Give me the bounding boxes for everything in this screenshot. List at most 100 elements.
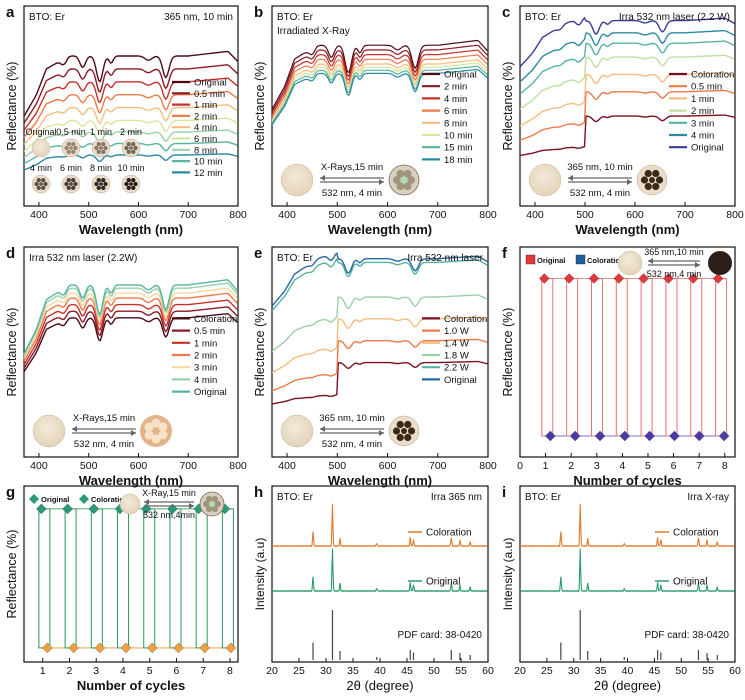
sample-hole bbox=[36, 185, 41, 191]
plot-frame bbox=[23, 485, 239, 663]
inset-disk-colored bbox=[708, 251, 732, 275]
x-axis-label: Wavelength (nm) bbox=[79, 222, 183, 237]
cycle-trace bbox=[169, 508, 182, 649]
legend-label: 1.8 W bbox=[444, 351, 469, 362]
x-axis-label: Number of cycles bbox=[77, 678, 185, 693]
series-line-7 bbox=[23, 129, 238, 159]
xrd-trace-original bbox=[520, 548, 735, 593]
legend-label: 4 min bbox=[194, 123, 217, 134]
panel-letter: i bbox=[502, 484, 506, 501]
sample-label: BTO: Er bbox=[277, 253, 314, 264]
arrow-head bbox=[144, 499, 149, 505]
legend-label: Coloration bbox=[691, 70, 734, 81]
panel-letter: c bbox=[502, 4, 510, 21]
x-tick-label: 400 bbox=[278, 209, 296, 221]
legend-label: 4 min bbox=[444, 94, 467, 105]
x-tick-label: 1 bbox=[543, 460, 549, 472]
sample-hole bbox=[640, 176, 649, 184]
coloration-point bbox=[569, 430, 581, 442]
series-line-1 bbox=[271, 39, 488, 110]
sample-hole bbox=[69, 182, 73, 186]
sample-hole bbox=[652, 182, 660, 191]
series-line-1 bbox=[519, 114, 735, 157]
sample-label: BTO: Er bbox=[525, 12, 562, 23]
panel-letter: d bbox=[6, 245, 15, 262]
series-line-3 bbox=[271, 316, 488, 374]
cycle-trace bbox=[143, 508, 156, 649]
series-line-3 bbox=[23, 299, 238, 365]
x-tick-label: 55 bbox=[702, 665, 714, 677]
arrow-head bbox=[568, 175, 573, 181]
condition-label: 365 nm, 10 min bbox=[164, 12, 233, 23]
sample-disk bbox=[31, 138, 51, 158]
legend-label: 10 min bbox=[444, 131, 473, 142]
panel-letter: b bbox=[254, 4, 263, 21]
legend-label: 0.5 min bbox=[691, 82, 722, 93]
cycle-trace bbox=[715, 278, 728, 437]
coloration-point bbox=[694, 430, 705, 442]
sample-hole bbox=[103, 181, 108, 187]
legend-label: 3 min bbox=[194, 363, 217, 374]
x-tick-label: 700 bbox=[429, 460, 447, 472]
original-point bbox=[712, 273, 724, 284]
inset-reverse-label: 532 nm, 4 min bbox=[322, 439, 382, 450]
cycle-trace bbox=[90, 508, 103, 649]
legend-label: 6 min bbox=[194, 134, 217, 145]
x-tick-label: 600 bbox=[130, 209, 148, 221]
x-tick-label: 3 bbox=[594, 460, 600, 472]
x-tick-label: 800 bbox=[479, 460, 497, 472]
coloration-point bbox=[120, 642, 132, 654]
inset-label: 10 min bbox=[117, 163, 144, 173]
sample-hole bbox=[99, 182, 103, 186]
legend-label: Original bbox=[537, 256, 565, 265]
legend-label: 10 min bbox=[194, 157, 223, 168]
x-axis-label: Wavelength (nm) bbox=[328, 473, 432, 488]
series-line-5 bbox=[271, 258, 488, 312]
condition-label: Irra 532 nm laser (2.2W) bbox=[29, 253, 137, 264]
sample-hole bbox=[66, 177, 71, 183]
x-tick-label: 800 bbox=[479, 209, 497, 221]
x-tick-label: 500 bbox=[80, 460, 98, 472]
x-tick-label: 55 bbox=[455, 665, 467, 677]
arrow-head bbox=[379, 430, 384, 436]
original-point bbox=[88, 503, 100, 515]
sample-hole bbox=[99, 146, 103, 150]
legend-label: 2 min bbox=[194, 111, 217, 122]
legend-label: Original bbox=[691, 143, 724, 154]
legend-label: 1 min bbox=[194, 338, 217, 349]
legend-label: 12 min bbox=[194, 168, 223, 179]
panel-letter: e bbox=[254, 245, 262, 262]
arrow-head bbox=[320, 175, 325, 181]
x-tick-label: 45 bbox=[401, 665, 413, 677]
inset-label: 4 min bbox=[30, 163, 52, 173]
y-axis-label: Reflectance (%) bbox=[501, 308, 515, 397]
cycle-trace bbox=[690, 278, 703, 437]
x-tick-label: 400 bbox=[526, 209, 544, 221]
legend-swatch bbox=[575, 254, 586, 265]
series-line-2 bbox=[271, 44, 488, 113]
x-axis-label: Wavelength (nm) bbox=[79, 473, 183, 488]
sample-hole bbox=[71, 177, 76, 183]
sample-spot bbox=[144, 430, 154, 440]
x-tick-label: 20 bbox=[266, 665, 278, 677]
sample-hole bbox=[101, 185, 106, 191]
legend-label: Original bbox=[194, 78, 227, 89]
legend-label: 1.0 W bbox=[444, 326, 469, 337]
inset-forward-label: X-Rays,15 min bbox=[321, 162, 383, 173]
sample-hole bbox=[126, 185, 131, 191]
sample-spot bbox=[151, 434, 161, 444]
x-tick-label: 25 bbox=[293, 665, 305, 677]
sample-hole bbox=[71, 141, 76, 147]
inset-forward-label: X-Ray,15 min bbox=[142, 488, 196, 498]
x-tick-label: 600 bbox=[130, 460, 148, 472]
series-line-4 bbox=[271, 54, 488, 118]
sample-hole bbox=[133, 181, 138, 187]
cycle-trace bbox=[195, 508, 208, 649]
x-tick-label: 400 bbox=[30, 460, 48, 472]
legend-label: Coloration bbox=[444, 314, 487, 325]
original-point bbox=[563, 273, 575, 284]
pdf-card-label: PDF card: 38-0420 bbox=[645, 630, 730, 641]
legend-label: 2 min bbox=[194, 351, 217, 362]
sample-hole bbox=[41, 177, 46, 183]
